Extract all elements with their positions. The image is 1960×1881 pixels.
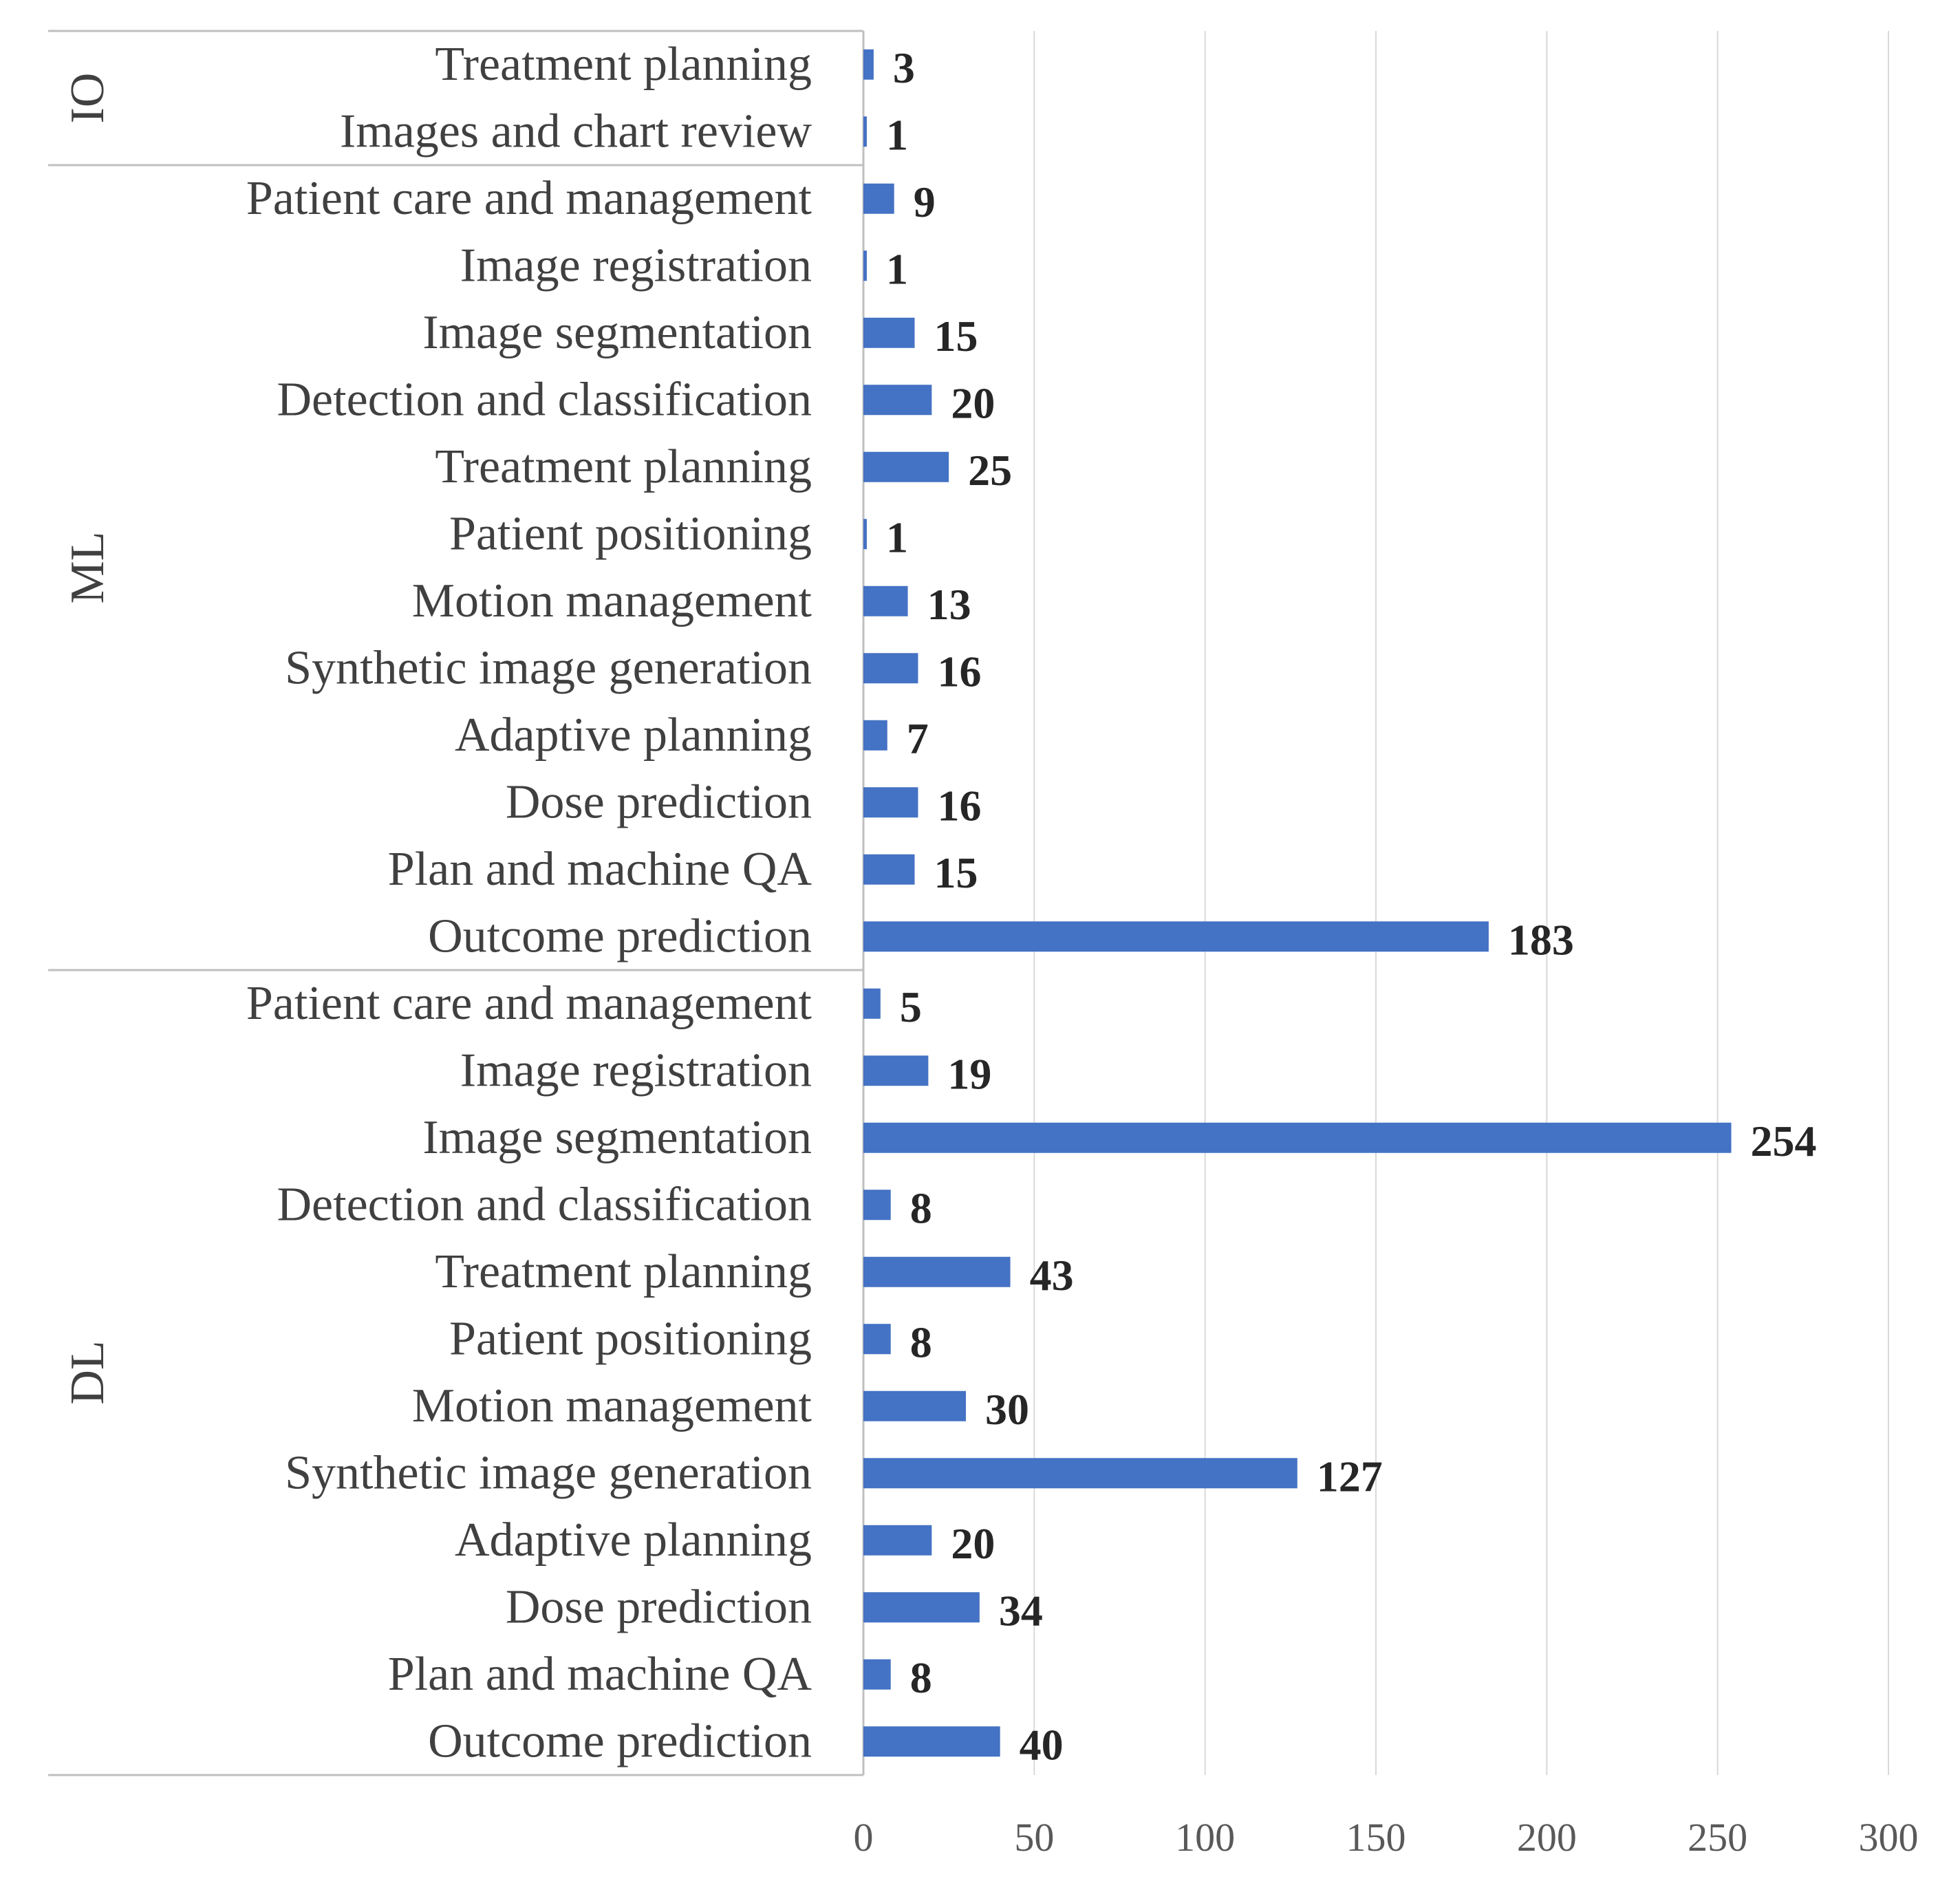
value-label-io-1: 3 xyxy=(893,43,915,92)
bar-dl-10 xyxy=(863,1592,980,1623)
bar-dl-11 xyxy=(863,1659,891,1690)
bar-dl-2 xyxy=(863,1055,929,1086)
x-tick-label-50: 50 xyxy=(1014,1815,1054,1860)
group-label-ml: ML xyxy=(61,532,114,604)
value-label-dl-5: 43 xyxy=(1030,1251,1074,1300)
value-label-dl-6: 8 xyxy=(910,1318,932,1366)
bar-ml-4 xyxy=(863,385,932,416)
value-label-ml-7: 13 xyxy=(927,580,971,629)
category-label-io-1: Treatment planning xyxy=(435,38,812,91)
value-labels: 3191152025113167161518351925484383012720… xyxy=(886,43,1817,1770)
group-label-io: IO xyxy=(61,73,114,124)
bar-ml-6 xyxy=(863,519,867,550)
category-label-ml-9: Adaptive planning xyxy=(455,709,812,762)
value-label-dl-10: 34 xyxy=(999,1586,1043,1635)
bar-io-1 xyxy=(863,49,874,80)
category-label-dl-10: Dose prediction xyxy=(506,1580,812,1633)
bar-ml-10 xyxy=(863,787,918,818)
value-label-dl-7: 30 xyxy=(985,1385,1029,1434)
category-label-dl-6: Patient positioning xyxy=(449,1312,812,1365)
category-label-dl-8: Synthetic image generation xyxy=(285,1446,812,1499)
bar-ml-3 xyxy=(863,317,915,348)
category-label-ml-10: Dose prediction xyxy=(506,775,812,828)
category-label-dl-5: Treatment planning xyxy=(435,1245,812,1298)
bar-ml-9 xyxy=(863,720,887,751)
value-label-ml-9: 7 xyxy=(907,714,929,763)
value-label-dl-11: 8 xyxy=(910,1653,932,1702)
bar-dl-8 xyxy=(863,1458,1297,1489)
x-tick-label-100: 100 xyxy=(1175,1815,1235,1860)
category-label-ml-5: Treatment planning xyxy=(435,440,812,493)
gridlines xyxy=(862,31,1889,1775)
value-label-ml-5: 25 xyxy=(968,446,1012,495)
category-label-ml-12: Outcome prediction xyxy=(428,910,812,963)
category-label-ml-8: Synthetic image generation xyxy=(285,641,812,694)
category-labels: Treatment planning Images and chart revie… xyxy=(246,38,812,1768)
group-labels: IO ML DL xyxy=(61,73,114,1405)
bar-dl-3 xyxy=(863,1122,1732,1153)
category-label-dl-1: Patient care and management xyxy=(246,977,812,1030)
x-tick-label-150: 150 xyxy=(1346,1815,1406,1860)
value-label-ml-4: 20 xyxy=(951,378,995,427)
value-label-ml-3: 15 xyxy=(934,312,978,361)
value-label-dl-1: 5 xyxy=(900,982,922,1031)
x-tick-label-300: 300 xyxy=(1859,1815,1919,1860)
category-label-dl-3: Image segmentation xyxy=(422,1111,812,1164)
value-label-ml-2: 1 xyxy=(886,244,908,293)
value-label-dl-12: 40 xyxy=(1020,1720,1064,1769)
category-label-ml-4: Detection and classification xyxy=(277,373,812,426)
bar-dl-9 xyxy=(863,1525,932,1556)
category-label-dl-12: Outcome prediction xyxy=(428,1715,812,1767)
bar-dl-12 xyxy=(863,1726,1000,1757)
bar-dl-5 xyxy=(863,1256,1011,1287)
value-label-ml-8: 16 xyxy=(937,647,981,696)
bar-ml-8 xyxy=(863,653,918,684)
category-label-ml-2: Image registration xyxy=(460,239,812,292)
category-label-dl-4: Detection and classification xyxy=(277,1178,812,1231)
category-label-ml-7: Motion management xyxy=(412,574,812,627)
x-tick-label-0: 0 xyxy=(854,1815,874,1860)
value-label-ml-11: 15 xyxy=(934,848,978,897)
value-label-ml-10: 16 xyxy=(937,781,981,830)
x-axis-ticks: 0 50 100 150 200 250 300 xyxy=(854,1815,1919,1860)
x-tick-label-250: 250 xyxy=(1688,1815,1747,1860)
category-label-dl-2: Image registration xyxy=(460,1044,812,1097)
bar-ml-1 xyxy=(863,183,894,214)
category-label-ml-6: Patient positioning xyxy=(449,507,812,560)
value-label-dl-9: 20 xyxy=(951,1519,995,1568)
category-label-ml-3: Image segmentation xyxy=(422,306,812,359)
category-label-ml-1: Patient care and management xyxy=(246,172,812,225)
category-label-io-2: Images and chart review xyxy=(340,105,812,158)
bars xyxy=(863,49,1732,1757)
value-label-dl-3: 254 xyxy=(1751,1117,1817,1165)
bar-ml-11 xyxy=(863,854,915,885)
value-label-ml-1: 9 xyxy=(914,178,936,226)
group-label-dl: DL xyxy=(61,1340,114,1404)
x-tick-label-200: 200 xyxy=(1517,1815,1577,1860)
value-label-dl-8: 127 xyxy=(1317,1452,1383,1501)
category-label-dl-7: Motion management xyxy=(412,1379,812,1432)
value-label-io-2: 1 xyxy=(886,110,908,159)
bar-ml-12 xyxy=(863,921,1489,952)
category-label-dl-9: Adaptive planning xyxy=(455,1514,812,1567)
value-label-ml-12: 183 xyxy=(1508,915,1574,964)
value-label-ml-6: 1 xyxy=(886,513,908,561)
value-label-dl-2: 19 xyxy=(947,1049,991,1098)
bar-ml-7 xyxy=(863,585,908,616)
category-label-dl-11: Plan and machine QA xyxy=(388,1648,812,1701)
bar-ml-2 xyxy=(863,250,867,281)
value-label-dl-4: 8 xyxy=(910,1183,932,1232)
bar-dl-4 xyxy=(863,1190,891,1221)
bar-dl-1 xyxy=(863,988,881,1019)
bar-io-2 xyxy=(863,116,867,147)
category-label-ml-11: Plan and machine QA xyxy=(388,843,812,896)
bar-dl-7 xyxy=(863,1390,966,1421)
bar-ml-5 xyxy=(863,451,949,482)
group-separators xyxy=(48,30,863,1776)
bar-dl-6 xyxy=(863,1324,891,1355)
